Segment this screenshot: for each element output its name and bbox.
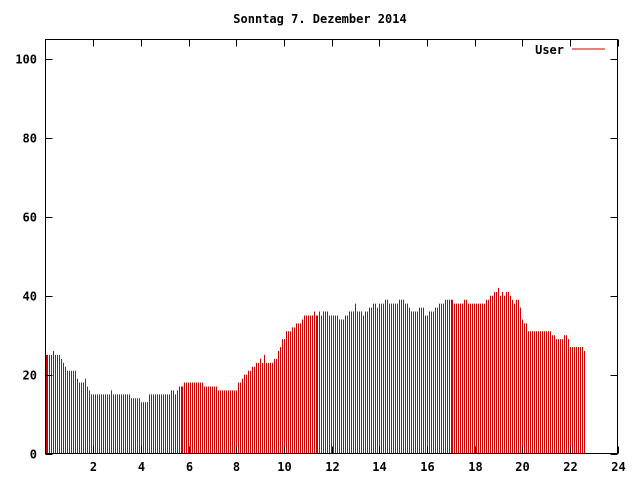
x-tick-label: 24 (611, 460, 625, 474)
x-tick-label: 16 (420, 460, 434, 474)
x-tick-label: 10 (277, 460, 291, 474)
bar-series (46, 287, 585, 454)
x-tick-label: 2 (90, 460, 97, 474)
chart-title: Sonntag 7. Dezember 2014 (233, 12, 407, 26)
x-tick-label: 18 (468, 460, 482, 474)
x-tick-label: 20 (515, 460, 529, 474)
x-tick-label: 12 (325, 460, 339, 474)
x-tick-label: 14 (372, 460, 386, 474)
y-tick-label: 60 (23, 211, 37, 225)
y-tick-label: 20 (23, 369, 37, 383)
axis-ticks (45, 39, 619, 455)
y-tick-label: 100 (15, 53, 37, 67)
plot-frame (45, 39, 618, 454)
x-tick-label: 22 (563, 460, 577, 474)
y-tick-label: 0 (30, 448, 37, 462)
x-tick-label: 8 (233, 460, 240, 474)
y-tick-label: 40 (23, 290, 37, 304)
y-tick-label: 80 (23, 132, 37, 146)
x-tick-label: 6 (186, 460, 193, 474)
x-tick-label: 4 (138, 460, 145, 474)
legend-label-user: User (535, 43, 564, 57)
